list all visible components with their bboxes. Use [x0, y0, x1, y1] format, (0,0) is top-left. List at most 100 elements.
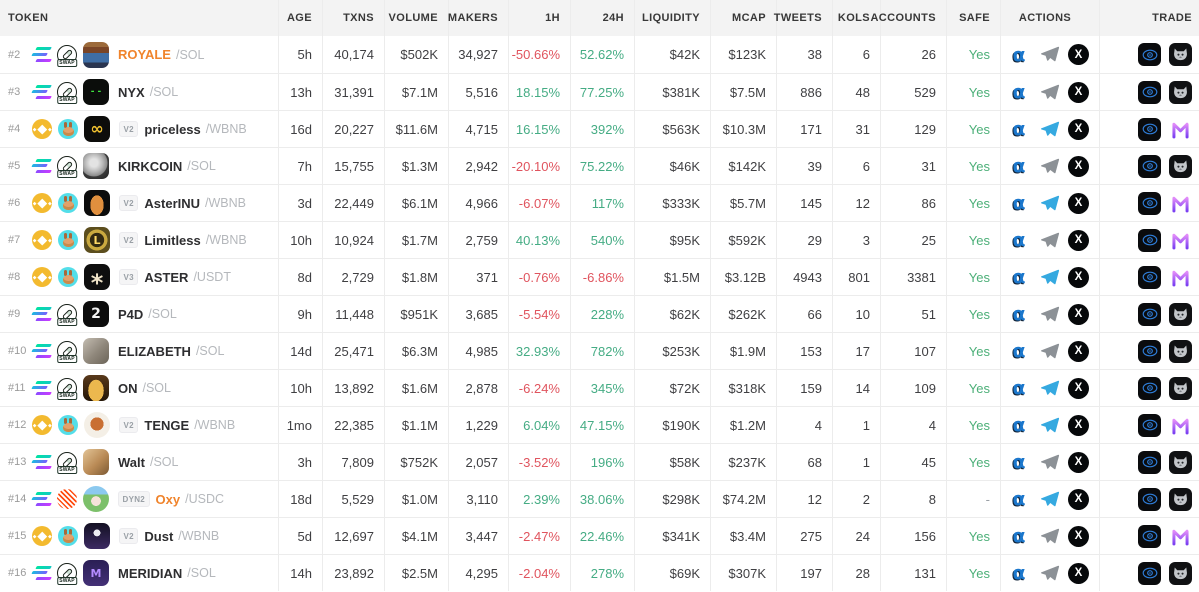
- telegram-icon[interactable]: [1038, 377, 1060, 399]
- alpha-bot-icon[interactable]: α: [1012, 488, 1026, 510]
- telegram-icon[interactable]: [1038, 266, 1060, 288]
- x-icon[interactable]: X: [1068, 81, 1089, 103]
- x-icon[interactable]: X: [1068, 266, 1089, 288]
- trojan-bot-icon[interactable]: [1169, 376, 1192, 400]
- table-row[interactable]: #2 SWAP ROYALE /SOL 5h 40,174 $502K 34,9…: [0, 36, 1199, 73]
- maestro-bot-icon[interactable]: [1169, 229, 1192, 252]
- x-icon[interactable]: X: [1068, 525, 1089, 547]
- column-header-token[interactable]: TOKEN: [8, 12, 49, 24]
- x-icon[interactable]: X: [1068, 451, 1089, 473]
- eye-icon[interactable]: [1138, 487, 1161, 511]
- telegram-icon[interactable]: [1038, 44, 1060, 66]
- x-icon[interactable]: X: [1068, 377, 1089, 399]
- alpha-bot-icon[interactable]: α: [1012, 377, 1026, 399]
- table-row[interactable]: #9 SWAP 2 P4D /SOL 9h 11,448 $951K 3,685…: [0, 295, 1199, 332]
- column-header-trade[interactable]: TRADE: [1099, 0, 1199, 36]
- table-row[interactable]: #4 ∞ V2 priceless /WBNB 16d 20,227 $11.6…: [0, 110, 1199, 147]
- eye-icon[interactable]: [1138, 43, 1161, 66]
- x-icon[interactable]: X: [1068, 488, 1089, 510]
- telegram-icon[interactable]: [1038, 562, 1060, 584]
- column-header-actions[interactable]: ACTIONS: [1000, 0, 1099, 36]
- column-header-accounts[interactable]: ACCOUNTS: [870, 0, 946, 36]
- telegram-icon[interactable]: [1038, 340, 1060, 362]
- maestro-bot-icon[interactable]: [1169, 118, 1192, 141]
- column-header-safe[interactable]: SAFE: [946, 0, 1000, 36]
- alpha-bot-icon[interactable]: α: [1012, 340, 1026, 362]
- alpha-bot-icon[interactable]: α: [1012, 229, 1026, 251]
- alpha-bot-icon[interactable]: α: [1012, 414, 1026, 436]
- eye-icon[interactable]: [1138, 561, 1161, 585]
- telegram-icon[interactable]: [1038, 192, 1060, 214]
- eye-icon[interactable]: [1138, 191, 1161, 215]
- table-row[interactable]: #6 V2 AsterINU /WBNB 3d 22,449 $6.1M 4,9…: [0, 184, 1199, 221]
- trojan-bot-icon[interactable]: [1169, 450, 1192, 474]
- column-header-kols[interactable]: KOLS: [832, 0, 880, 36]
- alpha-bot-icon[interactable]: α: [1012, 192, 1026, 214]
- alpha-bot-icon[interactable]: α: [1012, 562, 1026, 584]
- alpha-bot-icon[interactable]: α: [1012, 266, 1026, 288]
- alpha-bot-icon[interactable]: α: [1012, 43, 1026, 66]
- maestro-bot-icon[interactable]: [1169, 414, 1192, 437]
- column-header-mcap[interactable]: MCAP: [710, 0, 776, 36]
- column-header-volume[interactable]: VOLUME: [384, 0, 448, 36]
- alpha-bot-icon[interactable]: α: [1012, 81, 1026, 103]
- x-icon[interactable]: X: [1068, 340, 1089, 362]
- eye-icon[interactable]: [1138, 154, 1161, 178]
- telegram-icon[interactable]: [1038, 451, 1060, 473]
- telegram-icon[interactable]: [1038, 118, 1060, 140]
- trojan-bot-icon[interactable]: [1169, 339, 1192, 363]
- table-row[interactable]: #5 SWAP KIRKCOIN /SOL 7h 15,755 $1.3M 2,…: [0, 147, 1199, 184]
- table-row[interactable]: #16 SWAP M MERIDIAN /SOL 14h 23,892 $2.5…: [0, 554, 1199, 591]
- eye-icon[interactable]: [1138, 228, 1161, 252]
- alpha-bot-icon[interactable]: α: [1012, 155, 1026, 177]
- column-header-txns[interactable]: TXNS: [322, 0, 384, 36]
- eye-icon[interactable]: [1138, 80, 1161, 104]
- eye-icon[interactable]: [1138, 117, 1161, 141]
- eye-icon[interactable]: [1138, 265, 1161, 289]
- alpha-bot-icon[interactable]: α: [1012, 525, 1026, 547]
- trojan-bot-icon[interactable]: [1169, 80, 1192, 104]
- column-header-age[interactable]: AGE: [278, 0, 322, 36]
- eye-icon[interactable]: [1138, 524, 1161, 548]
- telegram-icon[interactable]: [1038, 303, 1060, 325]
- trojan-bot-icon[interactable]: [1169, 154, 1192, 178]
- column-header-makers[interactable]: MAKERS: [448, 0, 508, 36]
- column-header-24h[interactable]: 24H: [570, 0, 634, 36]
- table-row[interactable]: #13 SWAP Walt /SOL 3h 7,809 $752K 2,057 …: [0, 443, 1199, 480]
- eye-icon[interactable]: [1138, 413, 1161, 437]
- x-icon[interactable]: X: [1068, 414, 1089, 436]
- eye-icon[interactable]: [1138, 376, 1161, 400]
- maestro-bot-icon[interactable]: [1169, 525, 1192, 548]
- trojan-bot-icon[interactable]: [1169, 487, 1192, 511]
- table-row[interactable]: #7 L V2 Limitless /WBNB 10h 10,924 $1.7M…: [0, 221, 1199, 258]
- telegram-icon[interactable]: [1038, 488, 1060, 510]
- table-row[interactable]: #15 V2 Dust /WBNB 5d 12,697 $4.1M 3,447 …: [0, 517, 1199, 554]
- table-row[interactable]: #12 V2 TENGE /WBNB 1mo 22,385 $1.1M 1,22…: [0, 406, 1199, 443]
- eye-icon[interactable]: [1138, 339, 1161, 363]
- eye-icon[interactable]: [1138, 302, 1161, 326]
- alpha-bot-icon[interactable]: α: [1012, 303, 1026, 325]
- x-icon[interactable]: X: [1068, 303, 1089, 325]
- column-header-1h[interactable]: 1H: [508, 0, 570, 36]
- trojan-bot-icon[interactable]: [1169, 302, 1192, 326]
- table-row[interactable]: #14 DYN2 Oxy /USDC 18d 5,529 $1.0M 3,110…: [0, 480, 1199, 517]
- x-icon[interactable]: X: [1068, 155, 1089, 177]
- alpha-bot-icon[interactable]: α: [1012, 451, 1026, 473]
- x-icon[interactable]: X: [1068, 562, 1089, 584]
- telegram-icon[interactable]: [1038, 414, 1060, 436]
- column-header-tweets[interactable]: TWEETS: [774, 0, 832, 36]
- table-row[interactable]: #11 SWAP ON /SOL 10h 13,892 $1.6M 2,878 …: [0, 369, 1199, 406]
- table-row[interactable]: #8 * V3 ASTER /USDT 8d 2,729 $1.8M 371 -…: [0, 258, 1199, 295]
- x-icon[interactable]: X: [1068, 118, 1089, 140]
- x-icon[interactable]: X: [1068, 44, 1089, 65]
- x-icon[interactable]: X: [1068, 192, 1089, 214]
- telegram-icon[interactable]: [1038, 81, 1060, 103]
- telegram-icon[interactable]: [1038, 525, 1060, 547]
- telegram-icon[interactable]: [1038, 155, 1060, 177]
- alpha-bot-icon[interactable]: α: [1012, 118, 1026, 140]
- x-icon[interactable]: X: [1068, 229, 1089, 251]
- column-header-liquidity[interactable]: LIQUIDITY: [634, 0, 710, 36]
- eye-icon[interactable]: [1138, 450, 1161, 474]
- trojan-bot-icon[interactable]: [1169, 561, 1192, 585]
- maestro-bot-icon[interactable]: [1169, 192, 1192, 215]
